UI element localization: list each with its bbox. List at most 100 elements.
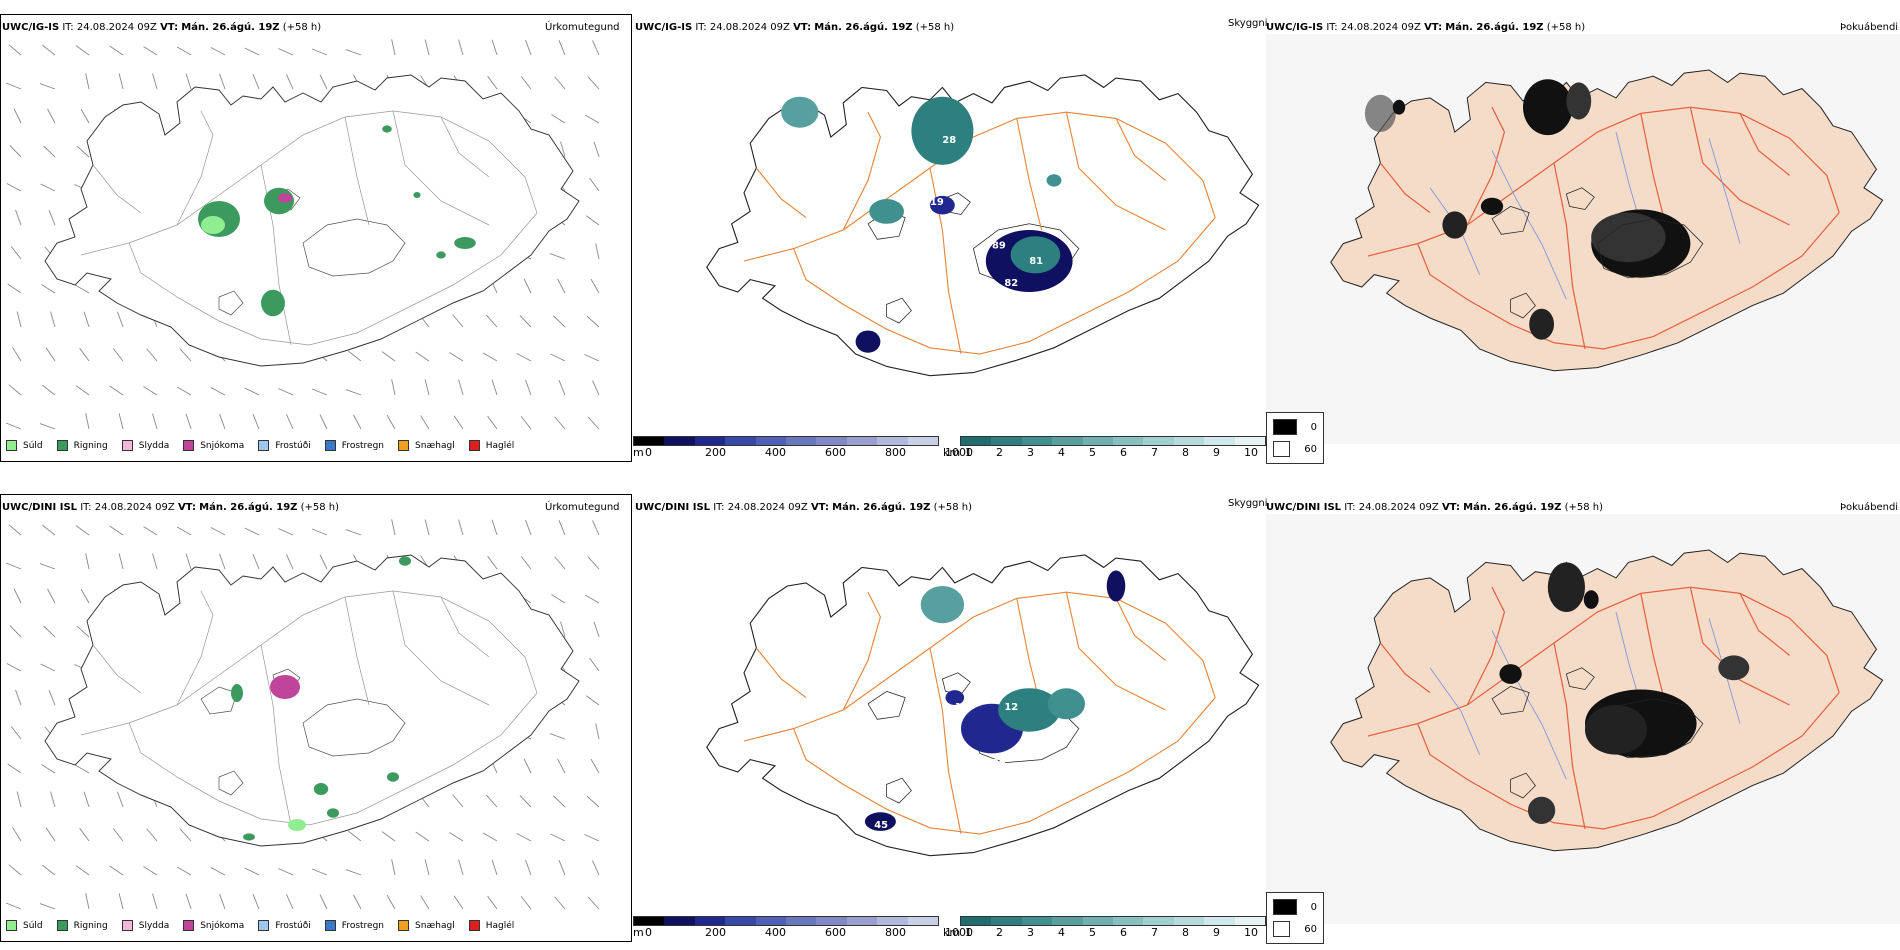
precip-area bbox=[436, 251, 446, 259]
row-2: UWC/DINI ISL IT: 24.08.2024 09Z VT: Mán.… bbox=[0, 480, 1900, 950]
glacier-outline bbox=[886, 777, 912, 804]
road bbox=[92, 644, 142, 694]
fog-map[interactable] bbox=[1266, 34, 1900, 444]
river bbox=[1708, 138, 1741, 244]
colorbar-tick: 200 bbox=[705, 446, 726, 459]
colorbar-tick: 400 bbox=[765, 926, 786, 939]
precip-type-map[interactable] bbox=[1, 15, 633, 463]
colorbar-tick: 0 bbox=[645, 446, 652, 459]
colorbar-step bbox=[1204, 437, 1235, 445]
precip-area bbox=[261, 289, 285, 317]
glacier-outline bbox=[218, 770, 244, 796]
colorbar-step bbox=[907, 437, 939, 445]
glacier-outline bbox=[1510, 292, 1536, 319]
precip-area bbox=[201, 216, 226, 234]
cloud-area bbox=[911, 96, 974, 165]
visibility-map[interactable]: 16 12 95 105 47 45 185 bbox=[632, 514, 1264, 924]
precip-type-legend: Súld Rigning Slydda Snjókoma Frostúði Fr… bbox=[6, 440, 528, 451]
precip-area bbox=[327, 808, 339, 818]
visibility-colorbar bbox=[960, 916, 1266, 926]
header-fog-2: UWC/DINI ISL IT: 24.08.2024 09Z VT: Mán.… bbox=[1266, 502, 1604, 513]
road bbox=[755, 647, 807, 699]
swatch bbox=[324, 440, 336, 451]
road bbox=[128, 692, 538, 826]
road bbox=[128, 212, 538, 346]
swatch bbox=[121, 440, 133, 451]
cloud-base-label: 41 bbox=[893, 340, 907, 351]
colorbar-tick: 0 bbox=[645, 926, 652, 939]
fog-area bbox=[1566, 82, 1592, 120]
road bbox=[260, 644, 292, 826]
colorbar-step bbox=[725, 917, 756, 925]
glacier-outline bbox=[941, 672, 971, 695]
legend-item: Súld bbox=[6, 920, 43, 931]
colorbar-step bbox=[877, 917, 908, 925]
fog-area bbox=[1442, 211, 1468, 239]
legend-item: Snjókoma bbox=[183, 920, 244, 931]
param-precip-type: Úrkomutegund bbox=[545, 502, 620, 513]
road bbox=[392, 110, 490, 226]
cloud-base-label: 81 bbox=[1029, 256, 1043, 267]
param-precip-type: Úrkomutegund bbox=[545, 22, 620, 33]
precip-type-panel bbox=[0, 14, 632, 462]
glacier-outline bbox=[302, 218, 406, 277]
glacier-outline bbox=[1565, 187, 1595, 210]
fog-area bbox=[1718, 655, 1750, 681]
swatch bbox=[183, 440, 195, 451]
swatch bbox=[121, 920, 133, 931]
glacier-outline bbox=[1491, 685, 1530, 715]
cloud-base-label: 89 bbox=[992, 241, 1006, 252]
swatch bbox=[324, 920, 336, 931]
colorbar-tick: 200 bbox=[705, 926, 726, 939]
swatch bbox=[398, 920, 410, 931]
visibility-map[interactable]: 89 61 81 82 19 41 28 bbox=[632, 34, 1264, 444]
colorbar-step bbox=[1021, 437, 1053, 445]
road bbox=[755, 167, 807, 219]
swatch bbox=[468, 440, 480, 451]
fog-area bbox=[1527, 796, 1556, 825]
precip-type-map[interactable] bbox=[1, 495, 633, 943]
legend-item: Súld bbox=[6, 440, 43, 451]
legend-item: Snæhagl bbox=[398, 440, 455, 451]
precip-type-legend: Súld Rigning Slydda Snjókoma Frostúði Fr… bbox=[6, 920, 528, 931]
colorbar-step bbox=[846, 437, 878, 445]
colorbar-step bbox=[664, 437, 695, 445]
visibility-unit: km bbox=[943, 446, 961, 459]
road bbox=[1466, 586, 1506, 706]
colorbar-step bbox=[664, 917, 695, 925]
fog-area bbox=[1364, 94, 1396, 132]
fog-area bbox=[1547, 562, 1585, 612]
glacier-outline bbox=[1510, 772, 1536, 799]
fog-area bbox=[1499, 664, 1522, 684]
road bbox=[743, 111, 1216, 262]
road bbox=[176, 590, 214, 706]
precip-area bbox=[454, 237, 476, 250]
swatch bbox=[183, 920, 195, 931]
fog-map[interactable] bbox=[1266, 514, 1900, 924]
colorbar-step bbox=[634, 437, 665, 445]
colorbar-step bbox=[786, 917, 817, 925]
precip-type-panel bbox=[0, 494, 632, 942]
road bbox=[842, 111, 881, 231]
glacier-outline bbox=[867, 690, 906, 720]
colorbar-tick: 5 bbox=[1089, 926, 1096, 939]
colorbar-tick: 2 bbox=[996, 446, 1003, 459]
river bbox=[1491, 630, 1567, 780]
cloud-base-label: 19 bbox=[930, 197, 944, 208]
cloud-base-label: 95 bbox=[992, 758, 1006, 769]
colorbar-step bbox=[1234, 437, 1266, 445]
precip-area bbox=[399, 556, 412, 566]
row-1: UWC/IG-IS IT: 24.08.2024 09Z VT: Mán. 26… bbox=[0, 14, 1900, 464]
cloud-area bbox=[855, 330, 881, 353]
glacier-outline bbox=[1491, 205, 1530, 235]
swatch bbox=[6, 920, 17, 931]
road bbox=[440, 116, 490, 178]
road bbox=[1065, 112, 1166, 231]
precip-area bbox=[277, 193, 293, 203]
fog-area bbox=[1392, 99, 1406, 115]
colorbar-step bbox=[1052, 437, 1083, 445]
colorbar-step bbox=[1052, 917, 1083, 925]
glacier-outline bbox=[1596, 218, 1704, 279]
road bbox=[1553, 162, 1586, 350]
fog-area bbox=[1585, 705, 1647, 755]
